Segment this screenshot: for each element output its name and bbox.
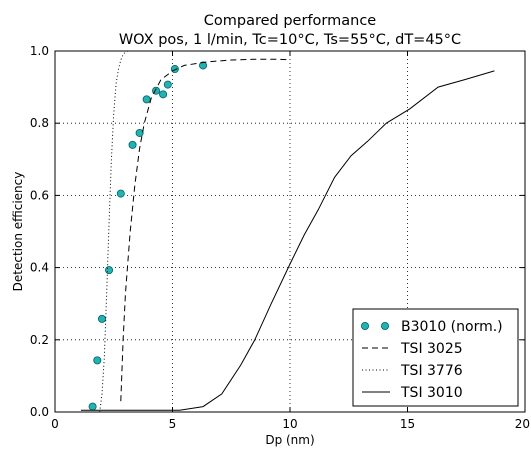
x-tick-label: 10	[282, 417, 297, 431]
y-tick-label: 0.2	[30, 333, 49, 347]
y-axis-label: Detection efficiency	[11, 172, 25, 292]
data-point-b3010	[116, 189, 125, 198]
data-point-b3010	[105, 266, 114, 275]
y-tick-label: 0.6	[30, 188, 49, 202]
legend-box	[352, 308, 519, 407]
data-point-b3010	[128, 140, 137, 149]
data-point-b3010	[159, 90, 168, 99]
legend-label: TSI 3025	[400, 341, 463, 357]
y-tick-label: 1.0	[30, 44, 49, 58]
x-tick-label: 5	[169, 417, 177, 431]
series-line-tsi-3776	[99, 50, 129, 413]
chart-title: Compared performance	[204, 13, 377, 29]
chart-subtitle: WOX pos, 1 l/min, Tc=10°C, Ts=55°C, dT=4…	[119, 32, 461, 48]
legend-marker	[360, 321, 369, 330]
y-tick-label: 0.0	[30, 405, 49, 419]
data-point-b3010	[98, 314, 107, 323]
data-point-b3010	[93, 356, 102, 365]
x-tick-label: 0	[51, 417, 59, 431]
y-tick-label: 0.4	[30, 261, 49, 275]
legend: B3010 (norm.) TSI 3025 TSI 3776 TSI 3010	[352, 308, 519, 407]
data-point-b3010	[142, 95, 151, 104]
data-point-b3010	[163, 80, 172, 89]
legend-label: B3010 (norm.)	[401, 319, 503, 335]
x-tick-label: 20	[515, 417, 530, 431]
legend-label: TSI 3776	[400, 363, 463, 379]
data-point-b3010	[135, 128, 144, 137]
series-layer	[80, 50, 495, 413]
legend-label: TSI 3010	[400, 385, 463, 401]
series-line-tsi-3025	[120, 58, 291, 402]
data-point-b3010	[88, 402, 97, 411]
ticks: 0 5 10 15 20 0.0 0.2 0.4 0.6 0.8 1.0	[30, 44, 530, 431]
legend-marker	[380, 321, 389, 330]
x-tick-label: 15	[400, 417, 415, 431]
series-line-tsi-3010	[80, 70, 495, 411]
x-axis-label: Dp (nm)	[265, 433, 314, 447]
y-tick-label: 0.8	[30, 116, 49, 130]
data-point-b3010	[199, 61, 208, 70]
